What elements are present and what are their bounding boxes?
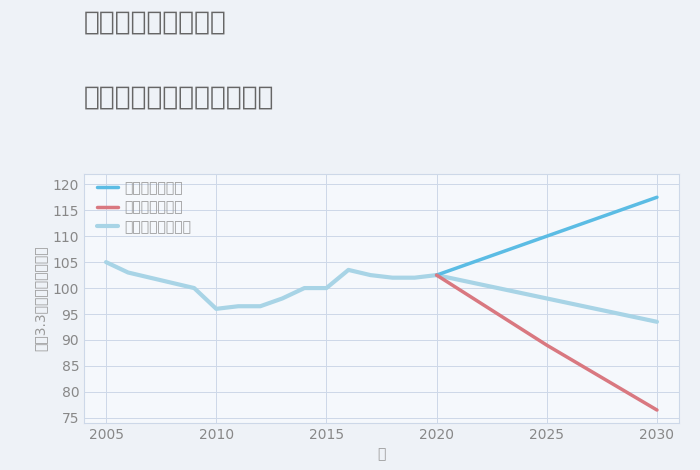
ノーマルシナリオ <box>542 296 551 301</box>
Legend: グッドシナリオ, バッドシナリオ, ノーマルシナリオ: グッドシナリオ, バッドシナリオ, ノーマルシナリオ <box>97 181 192 234</box>
Text: 三重県伊賀市湯舟の: 三重県伊賀市湯舟の <box>84 9 227 35</box>
グッドシナリオ <box>653 195 662 200</box>
バッドシナリオ <box>653 407 662 413</box>
グッドシナリオ <box>542 234 551 239</box>
Line: バッドシナリオ: バッドシナリオ <box>437 275 657 410</box>
グッドシナリオ <box>433 272 441 278</box>
Y-axis label: 坤（3.3㎡）単価（万円）: 坤（3.3㎡）単価（万円） <box>33 246 47 351</box>
ノーマルシナリオ <box>433 272 441 278</box>
Line: ノーマルシナリオ: ノーマルシナリオ <box>437 275 657 322</box>
X-axis label: 年: 年 <box>377 447 386 462</box>
ノーマルシナリオ <box>653 319 662 325</box>
Text: 中古マンションの価格推移: 中古マンションの価格推移 <box>84 85 274 110</box>
Line: グッドシナリオ: グッドシナリオ <box>437 197 657 275</box>
バッドシナリオ <box>542 342 551 348</box>
バッドシナリオ <box>433 272 441 278</box>
